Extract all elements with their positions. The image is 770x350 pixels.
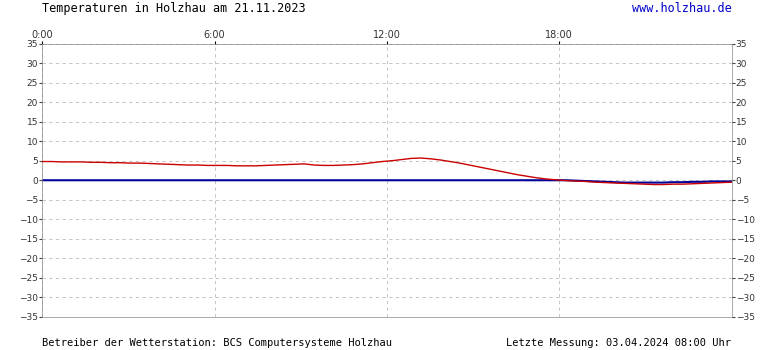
Text: Temperaturen in Holzhau am 21.11.2023: Temperaturen in Holzhau am 21.11.2023 [42,2,306,15]
Text: Betreiber der Wetterstation: BCS Computersysteme Holzhau: Betreiber der Wetterstation: BCS Compute… [42,338,393,348]
Text: Letzte Messung: 03.04.2024 08:00 Uhr: Letzte Messung: 03.04.2024 08:00 Uhr [507,338,732,348]
Text: www.holzhau.de: www.holzhau.de [631,2,732,15]
